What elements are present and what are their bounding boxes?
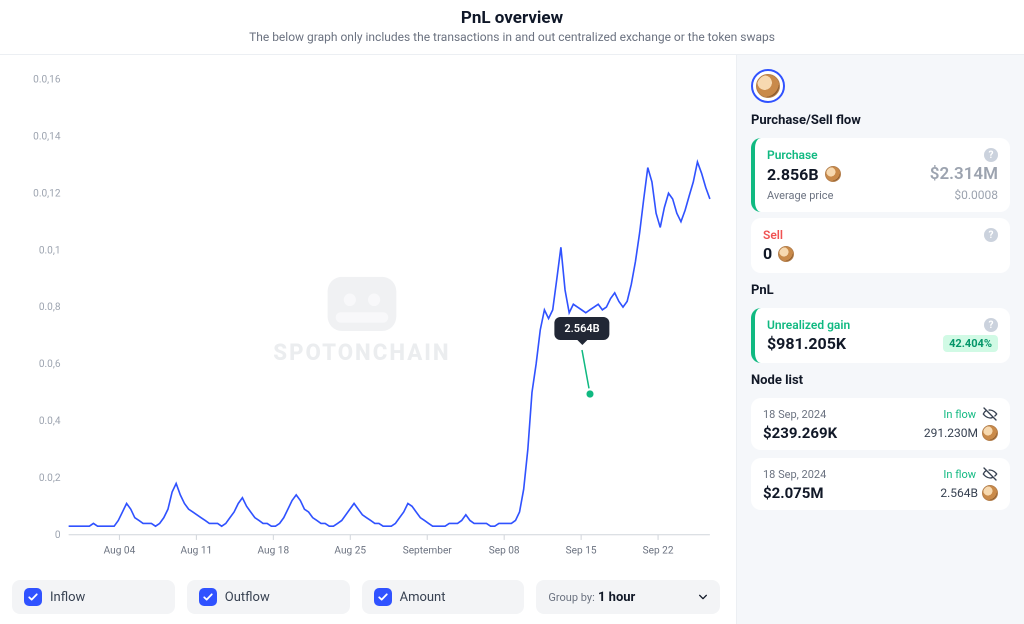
token-avatar[interactable]: [751, 69, 785, 103]
checkbox-icon: [24, 588, 42, 606]
sell-card: Sell ? 0: [751, 218, 1010, 273]
toggle-inflow-label: Inflow: [50, 590, 85, 605]
svg-text:0.0,4: 0.0,4: [39, 414, 61, 427]
help-icon[interactable]: ?: [984, 228, 998, 242]
chart-tooltip: 2.564B: [554, 317, 609, 340]
chevron-down-icon: [698, 592, 708, 602]
svg-text:Aug 18: Aug 18: [257, 543, 289, 556]
chart-svg: SPOTONCHAIN 0 0.0,2 0.0,4 0.0,6 0.0,8 0.0,1 0.…: [12, 69, 720, 568]
node-usd: $2.075M: [763, 484, 824, 502]
node-tokens: 2.564B: [940, 485, 998, 501]
toggle-amount-label: Amount: [400, 590, 446, 605]
node-card[interactable]: 18 Sep, 2024 In flow $239.269K 291.230M: [751, 398, 1010, 450]
group-by-select[interactable]: Group by: 1 hour: [536, 580, 720, 614]
pnl-percent: 42.404%: [943, 335, 998, 352]
svg-text:Sep 22: Sep 22: [643, 543, 674, 556]
purchase-card: Purchase ? 2.856B $2.314M Average price …: [751, 138, 1010, 212]
purchase-usd: $2.314M: [930, 164, 998, 184]
svg-text:Aug 04: Aug 04: [104, 543, 136, 556]
svg-text:0.0,1: 0.0,1: [39, 243, 61, 256]
sidebar: Purchase/Sell flow Purchase ? 2.856B $2.…: [736, 55, 1024, 624]
purchase-label: Purchase: [767, 148, 818, 162]
svg-text:Aug 25: Aug 25: [334, 543, 366, 556]
pnl-label: Unrealized gain: [767, 318, 850, 332]
node-date: 18 Sep, 2024: [763, 408, 826, 421]
tooltip-value: 2.564B: [564, 322, 599, 335]
sell-amount: 0: [763, 244, 794, 263]
node-date: 18 Sep, 2024: [763, 468, 826, 481]
toggle-outflow[interactable]: Outflow: [187, 580, 350, 614]
pnl-section-title: PnL: [751, 283, 1010, 298]
token-icon: [982, 425, 998, 441]
node-tokens: 291.230M: [924, 425, 998, 441]
flow-section-title: Purchase/Sell flow: [751, 113, 1010, 128]
svg-text:Sep 08: Sep 08: [489, 543, 520, 556]
toggle-amount[interactable]: Amount: [362, 580, 525, 614]
svg-text:Sep 15: Sep 15: [566, 543, 597, 556]
node-card[interactable]: 18 Sep, 2024 In flow $2.075M 2.564B: [751, 458, 1010, 510]
page-subtitle: The below graph only includes the transa…: [0, 30, 1024, 44]
toggle-outflow-label: Outflow: [225, 590, 270, 605]
chart-panel: SPOTONCHAIN 0 0.0,2 0.0,4 0.0,6 0.0,8 0.0,1 0.…: [0, 55, 736, 624]
node-flow: In flow: [943, 408, 976, 421]
line-chart[interactable]: SPOTONCHAIN 0 0.0,2 0.0,4 0.0,6 0.0,8 0.0,1 0.…: [12, 69, 720, 568]
svg-text:September: September: [403, 543, 453, 556]
avg-price-value: $0.0008: [954, 188, 998, 202]
node-flow: In flow: [943, 468, 976, 481]
svg-text:0.0,12: 0.0,12: [33, 186, 61, 199]
toggle-inflow[interactable]: Inflow: [12, 580, 175, 614]
svg-text:0: 0: [55, 528, 61, 541]
token-icon: [982, 485, 998, 501]
group-by-prefix: Group by:: [548, 591, 594, 604]
svg-text:0.0,2: 0.0,2: [39, 471, 61, 484]
pnl-card: Unrealized gain ? $981.205K 42.404%: [751, 308, 1010, 363]
help-icon[interactable]: ?: [984, 148, 998, 162]
svg-text:0.0,16: 0.0,16: [33, 72, 61, 85]
token-icon: [825, 166, 841, 182]
svg-text:0.0,14: 0.0,14: [33, 129, 61, 142]
sell-label: Sell: [763, 228, 783, 242]
page-title: PnL overview: [0, 8, 1024, 28]
help-icon[interactable]: ?: [984, 318, 998, 332]
token-icon: [756, 74, 780, 98]
chart-toolbar: Inflow Outflow Amount Group by:: [12, 580, 720, 614]
avg-price-label: Average price: [767, 189, 833, 202]
checkbox-icon: [374, 588, 392, 606]
pnl-amount: $981.205K: [767, 334, 846, 353]
svg-text:0.0,6: 0.0,6: [39, 357, 61, 370]
page-header: PnL overview The below graph only includ…: [0, 0, 1024, 55]
group-by-value: 1 hour: [598, 590, 635, 605]
node-usd: $239.269K: [763, 424, 837, 442]
eye-off-icon[interactable]: [982, 466, 998, 482]
node-list: 18 Sep, 2024 In flow $239.269K 291.230M …: [751, 398, 1010, 510]
svg-text:0.0,8: 0.0,8: [39, 300, 61, 313]
eye-off-icon[interactable]: [982, 406, 998, 422]
checkbox-icon: [199, 588, 217, 606]
svg-text:Aug 11: Aug 11: [181, 543, 213, 556]
purchase-amount: 2.856B: [767, 165, 841, 184]
watermark-text: SPOTONCHAIN: [273, 339, 450, 366]
nodes-section-title: Node list: [751, 373, 1010, 388]
token-icon: [778, 246, 794, 262]
